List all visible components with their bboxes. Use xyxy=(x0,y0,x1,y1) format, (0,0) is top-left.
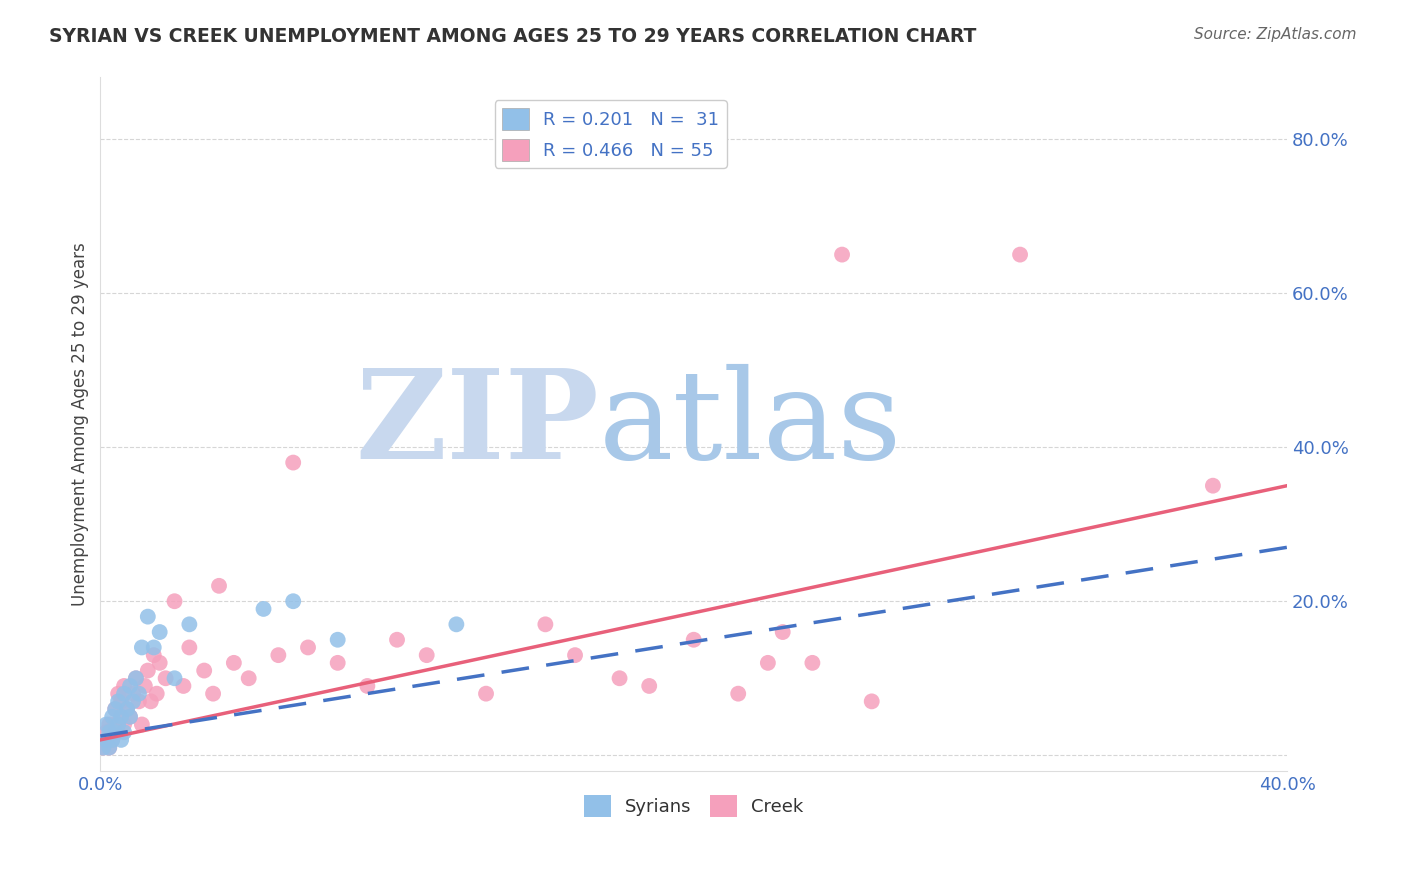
Point xyxy=(297,640,319,655)
Point xyxy=(110,694,132,708)
Point xyxy=(155,671,177,685)
Point xyxy=(112,679,135,693)
Point xyxy=(98,740,121,755)
Point xyxy=(727,687,749,701)
Point xyxy=(326,632,349,647)
Point xyxy=(96,725,118,739)
Point xyxy=(252,602,274,616)
Point xyxy=(101,732,124,747)
Point xyxy=(122,687,145,701)
Point xyxy=(149,656,172,670)
Point xyxy=(115,702,138,716)
Point xyxy=(356,679,378,693)
Point xyxy=(118,710,141,724)
Point xyxy=(112,717,135,731)
Point xyxy=(139,694,162,708)
Point xyxy=(104,702,127,716)
Point xyxy=(107,717,129,731)
Text: Source: ZipAtlas.com: Source: ZipAtlas.com xyxy=(1194,27,1357,42)
Point xyxy=(98,717,121,731)
Point xyxy=(682,632,704,647)
Point xyxy=(131,717,153,731)
Point xyxy=(609,671,631,685)
Point xyxy=(801,656,824,670)
Point xyxy=(163,594,186,608)
Point xyxy=(202,687,225,701)
Point xyxy=(564,648,586,662)
Point xyxy=(131,640,153,655)
Point xyxy=(142,640,165,655)
Point xyxy=(115,702,138,716)
Point xyxy=(110,710,132,724)
Text: SYRIAN VS CREEK UNEMPLOYMENT AMONG AGES 25 TO 29 YEARS CORRELATION CHART: SYRIAN VS CREEK UNEMPLOYMENT AMONG AGES … xyxy=(49,27,977,45)
Point xyxy=(96,732,118,747)
Text: atlas: atlas xyxy=(599,364,903,484)
Point xyxy=(110,710,132,724)
Point xyxy=(283,594,305,608)
Point xyxy=(125,671,148,685)
Point xyxy=(179,617,201,632)
Point xyxy=(772,625,794,640)
Point xyxy=(104,702,127,716)
Point xyxy=(118,710,141,724)
Point xyxy=(98,725,121,739)
Point xyxy=(96,717,118,731)
Point xyxy=(112,725,135,739)
Point xyxy=(163,671,186,685)
Point xyxy=(128,687,150,701)
Point xyxy=(267,648,290,662)
Point xyxy=(222,656,245,670)
Point xyxy=(125,671,148,685)
Point xyxy=(98,740,121,755)
Point xyxy=(136,609,159,624)
Point xyxy=(107,687,129,701)
Point xyxy=(142,648,165,662)
Point xyxy=(415,648,437,662)
Point xyxy=(208,579,231,593)
Point xyxy=(128,694,150,708)
Point xyxy=(1010,247,1032,261)
Point xyxy=(145,687,167,701)
Point xyxy=(104,725,127,739)
Point xyxy=(91,740,114,755)
Point xyxy=(101,710,124,724)
Point xyxy=(475,687,498,701)
Point xyxy=(107,725,129,739)
Point xyxy=(136,664,159,678)
Point xyxy=(1202,478,1225,492)
Point xyxy=(122,694,145,708)
Point xyxy=(179,640,201,655)
Point xyxy=(326,656,349,670)
Y-axis label: Unemployment Among Ages 25 to 29 years: Unemployment Among Ages 25 to 29 years xyxy=(72,243,89,606)
Point xyxy=(831,247,853,261)
Point xyxy=(534,617,557,632)
Point xyxy=(193,664,215,678)
Point xyxy=(110,732,132,747)
Point xyxy=(238,671,260,685)
Point xyxy=(118,679,141,693)
Point xyxy=(134,679,156,693)
Point xyxy=(638,679,661,693)
Point xyxy=(101,732,124,747)
Point xyxy=(107,694,129,708)
Point xyxy=(446,617,468,632)
Point xyxy=(149,625,172,640)
Point xyxy=(112,687,135,701)
Point xyxy=(172,679,194,693)
Point xyxy=(385,632,408,647)
Point xyxy=(756,656,779,670)
Point xyxy=(283,456,305,470)
Legend: Syrians, Creek: Syrians, Creek xyxy=(576,788,811,824)
Point xyxy=(91,740,114,755)
Point xyxy=(860,694,883,708)
Text: ZIP: ZIP xyxy=(356,364,599,484)
Point xyxy=(104,717,127,731)
